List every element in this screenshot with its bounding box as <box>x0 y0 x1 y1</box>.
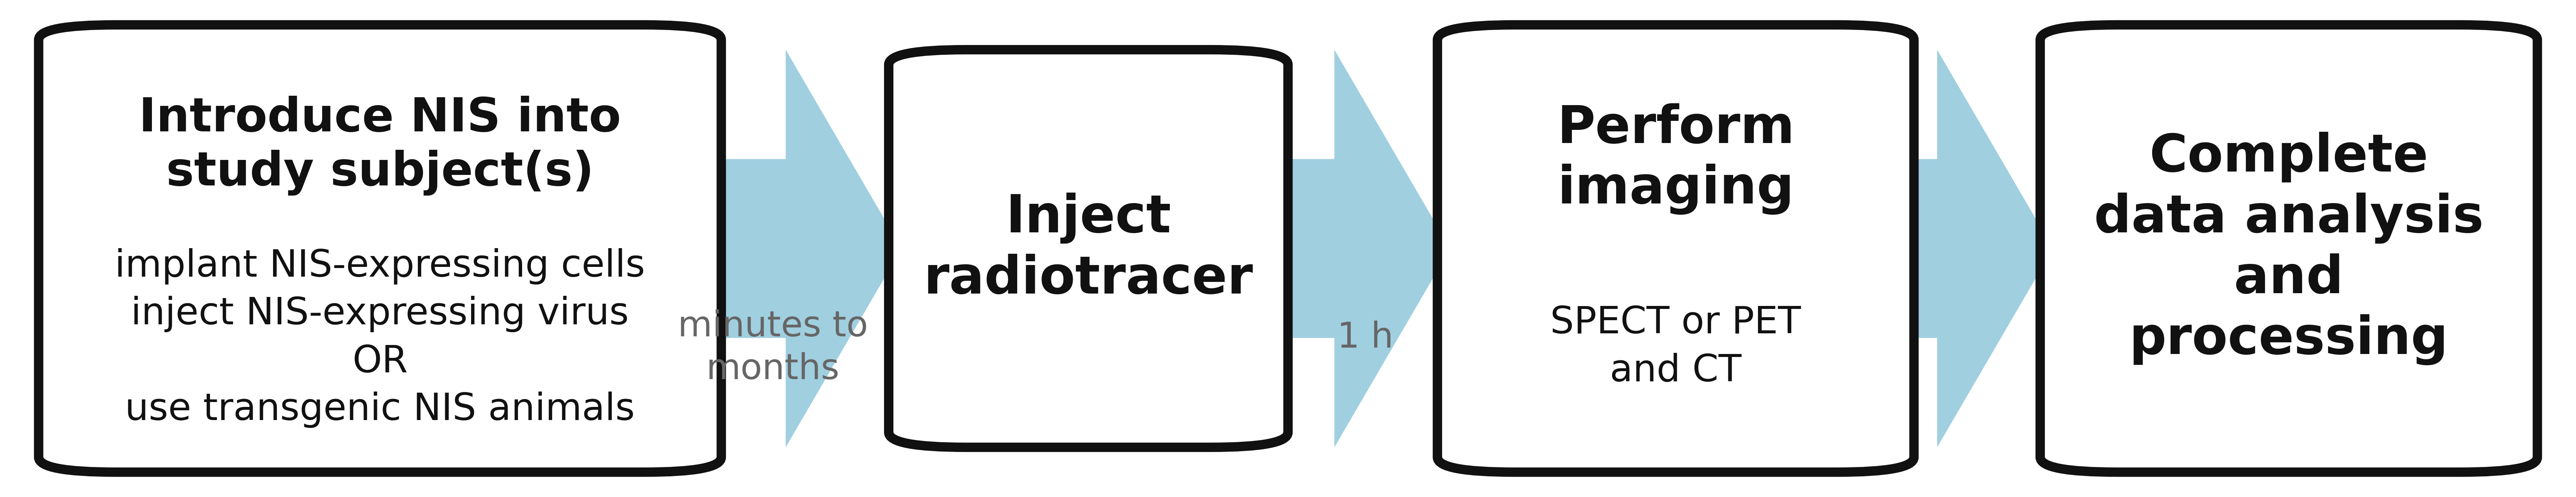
FancyArrow shape <box>1914 50 2053 447</box>
Text: minutes to
months: minutes to months <box>677 309 868 387</box>
Text: Complete
data analysis
and
processing: Complete data analysis and processing <box>2094 132 2483 365</box>
Text: Perform
imaging: Perform imaging <box>1556 103 1795 215</box>
FancyBboxPatch shape <box>39 25 721 472</box>
Text: Inject
radiotracer: Inject radiotracer <box>925 193 1252 304</box>
FancyBboxPatch shape <box>2040 25 2537 472</box>
FancyArrow shape <box>657 50 902 447</box>
Text: Introduce NIS into
study subject(s): Introduce NIS into study subject(s) <box>139 95 621 196</box>
FancyBboxPatch shape <box>889 50 1288 447</box>
Text: 1 h: 1 h <box>1337 321 1394 355</box>
Text: SPECT or PET
and CT: SPECT or PET and CT <box>1551 305 1801 389</box>
Text: implant NIS-expressing cells
inject NIS-expressing virus
OR
use transgenic NIS a: implant NIS-expressing cells inject NIS-… <box>116 248 644 428</box>
FancyBboxPatch shape <box>1437 25 1914 472</box>
FancyArrow shape <box>1288 50 1450 447</box>
